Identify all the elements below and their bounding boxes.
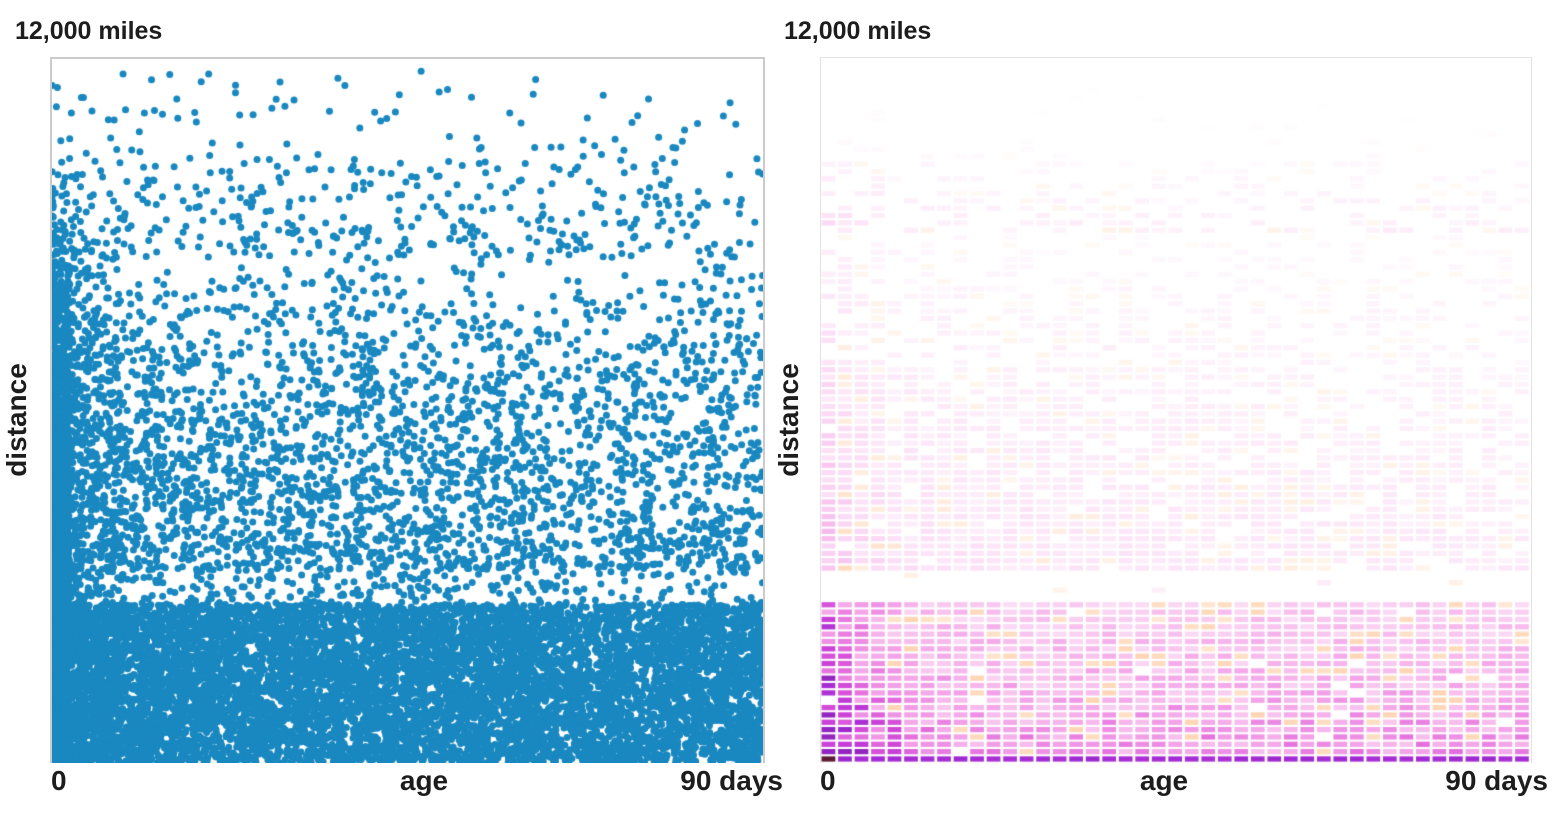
scatter-y-max-label: 12,000 miles [15, 17, 163, 45]
scatter-plot-area [50, 57, 765, 763]
heatmap-y-max-label: 12,000 miles [784, 17, 932, 45]
heatmap-y-axis-label: distance [773, 363, 804, 477]
heatmap-canvas [821, 58, 1531, 763]
scatter-x-axis-label: age [399, 765, 449, 796]
scatter-x-tick-min: 0 [51, 765, 67, 796]
heatmap-x-tick-max: 90 days [1445, 765, 1548, 796]
heatmap-x-tick-min: 0 [820, 765, 836, 796]
scatter-y-axis-label: distance [1, 363, 32, 477]
heatmap-x-axis-label: age [1139, 765, 1189, 796]
scatter-canvas [52, 59, 763, 763]
heatmap-plot-area [820, 57, 1532, 763]
scatter-x-tick-max: 90 days [680, 765, 783, 796]
